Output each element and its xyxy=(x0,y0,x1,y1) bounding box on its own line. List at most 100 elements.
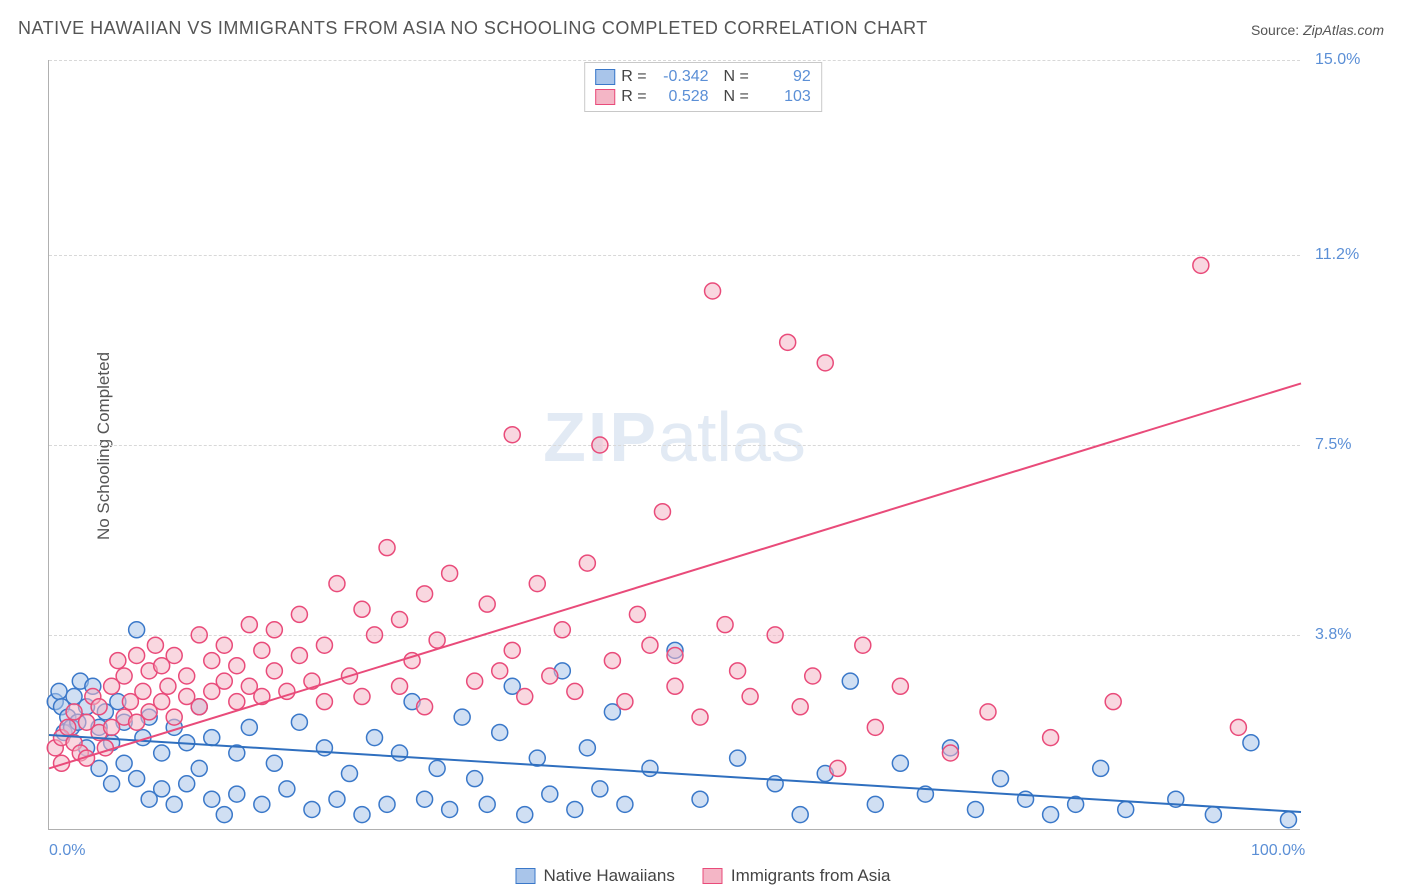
data-point xyxy=(429,760,445,776)
data-point xyxy=(329,791,345,807)
data-point xyxy=(135,683,151,699)
legend-label-2: Immigrants from Asia xyxy=(731,866,891,886)
data-point xyxy=(442,565,458,581)
data-point xyxy=(467,771,483,787)
data-point xyxy=(1043,807,1059,823)
data-point xyxy=(892,678,908,694)
data-point xyxy=(767,627,783,643)
stats-swatch-1 xyxy=(595,69,615,85)
data-point xyxy=(329,576,345,592)
data-point xyxy=(579,555,595,571)
data-point xyxy=(529,576,545,592)
source-attribution: Source: ZipAtlas.com xyxy=(1251,22,1384,38)
data-point xyxy=(730,750,746,766)
data-point xyxy=(817,355,833,371)
data-point xyxy=(229,658,245,674)
data-point xyxy=(166,709,182,725)
data-point xyxy=(291,606,307,622)
data-point xyxy=(367,730,383,746)
data-point xyxy=(129,622,145,638)
legend-item-1: Native Hawaiians xyxy=(516,866,675,886)
data-point xyxy=(154,694,170,710)
data-point xyxy=(266,663,282,679)
data-point xyxy=(1043,730,1059,746)
data-point xyxy=(241,719,257,735)
source-prefix: Source: xyxy=(1251,22,1303,38)
y-tick-label: 3.8% xyxy=(1315,626,1351,644)
stats-row-series-1: R = -0.342 N = 92 xyxy=(595,67,811,87)
data-point xyxy=(792,807,808,823)
data-point xyxy=(204,730,220,746)
x-tick-label: 100.0% xyxy=(1251,842,1301,860)
data-point xyxy=(592,437,608,453)
data-point xyxy=(60,719,76,735)
source-name: ZipAtlas.com xyxy=(1303,22,1384,38)
data-point xyxy=(266,622,282,638)
data-point xyxy=(254,796,270,812)
correlation-stats-box: R = -0.342 N = 92 R = 0.528 N = 103 xyxy=(584,62,822,112)
data-point xyxy=(216,637,232,653)
data-point xyxy=(316,694,332,710)
data-point xyxy=(1243,735,1259,751)
data-point xyxy=(191,627,207,643)
data-point xyxy=(667,647,683,663)
chart-container: NATIVE HAWAIIAN VS IMMIGRANTS FROM ASIA … xyxy=(0,0,1406,892)
data-point xyxy=(341,766,357,782)
data-point xyxy=(592,781,608,797)
data-point xyxy=(642,637,658,653)
bottom-legend: Native Hawaiians Immigrants from Asia xyxy=(516,866,891,886)
data-point xyxy=(855,637,871,653)
data-point xyxy=(91,699,107,715)
data-point xyxy=(792,699,808,715)
plot-area: ZIPatlas 3.8%7.5%11.2%15.0%0.0%100.0% xyxy=(48,60,1300,830)
data-point xyxy=(354,601,370,617)
data-point xyxy=(742,689,758,705)
data-point xyxy=(166,796,182,812)
data-point xyxy=(392,745,408,761)
data-point xyxy=(842,673,858,689)
y-tick-label: 15.0% xyxy=(1315,51,1360,69)
data-point xyxy=(993,771,1009,787)
data-point xyxy=(654,504,670,520)
data-point xyxy=(567,801,583,817)
data-point xyxy=(1118,801,1134,817)
data-point xyxy=(291,714,307,730)
data-point xyxy=(392,612,408,628)
data-point xyxy=(429,632,445,648)
n-value-1: 92 xyxy=(755,68,811,86)
data-point xyxy=(967,801,983,817)
data-point xyxy=(517,689,533,705)
data-point xyxy=(479,796,495,812)
data-point xyxy=(379,540,395,556)
legend-item-2: Immigrants from Asia xyxy=(703,866,891,886)
data-point xyxy=(567,683,583,699)
data-point xyxy=(316,740,332,756)
data-point xyxy=(467,673,483,689)
data-point xyxy=(191,760,207,776)
data-point xyxy=(154,781,170,797)
data-point xyxy=(229,694,245,710)
data-point xyxy=(629,606,645,622)
data-point xyxy=(1205,807,1221,823)
legend-swatch-2 xyxy=(703,868,723,884)
data-point xyxy=(354,807,370,823)
data-point xyxy=(291,647,307,663)
data-point xyxy=(642,760,658,776)
data-point xyxy=(179,668,195,684)
data-point xyxy=(830,760,846,776)
data-point xyxy=(417,586,433,602)
data-point xyxy=(667,678,683,694)
data-point xyxy=(767,776,783,792)
data-point xyxy=(204,791,220,807)
data-point xyxy=(354,689,370,705)
data-point xyxy=(110,653,126,669)
data-point xyxy=(492,724,508,740)
data-point xyxy=(392,678,408,694)
data-point xyxy=(617,694,633,710)
data-point xyxy=(129,771,145,787)
data-point xyxy=(492,663,508,679)
data-point xyxy=(542,786,558,802)
data-point xyxy=(454,709,470,725)
data-point xyxy=(554,622,570,638)
data-point xyxy=(504,427,520,443)
